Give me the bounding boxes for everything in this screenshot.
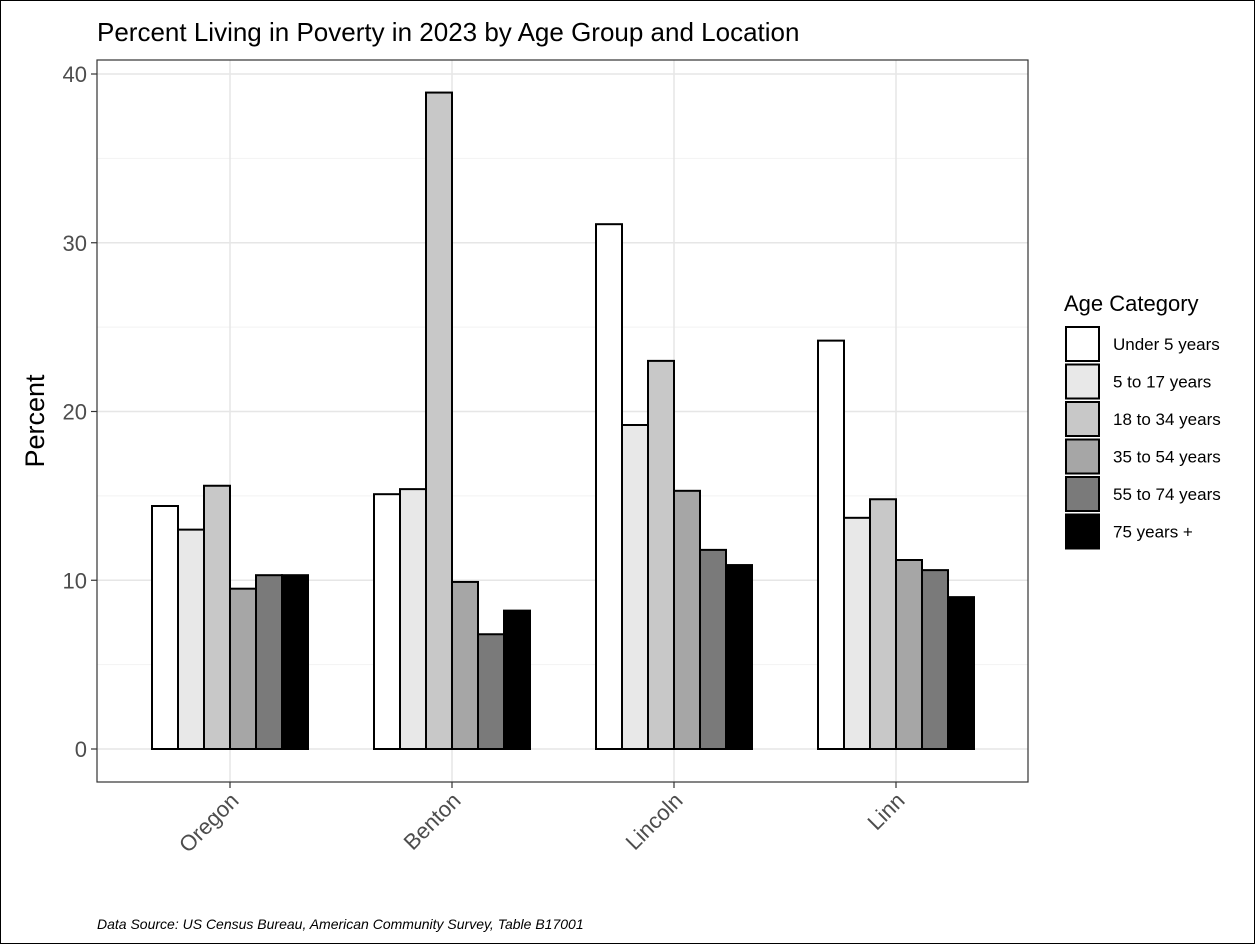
legend-key <box>1065 513 1100 550</box>
legend: Age Category Under 5 years 5 to 17 years 1… <box>1064 291 1221 550</box>
legend-label: 55 to 74 years <box>1113 485 1221 504</box>
bar-oregon-5 <box>281 574 309 750</box>
y-tick-label: 0 <box>75 737 87 762</box>
legend-label: 35 to 54 years <box>1113 448 1221 467</box>
legend-key <box>1065 401 1100 437</box>
bar-benton-4 <box>477 633 505 750</box>
legend-key <box>1065 363 1100 400</box>
bar-linn-2 <box>869 498 897 750</box>
legend-label: Under 5 years <box>1113 335 1220 354</box>
bar-oregon-0 <box>151 505 179 750</box>
bar-linn-3 <box>895 559 923 750</box>
x-tick-label: Benton <box>399 788 466 855</box>
y-axis-label: Percent <box>20 374 50 468</box>
bar-lincoln-2 <box>647 359 675 750</box>
y-axis: 0 10 20 30 40 <box>63 62 97 762</box>
x-tick-label: Linn <box>862 788 909 835</box>
legend-title: Age Category <box>1064 291 1199 316</box>
legend-label: 75 years + <box>1113 523 1193 542</box>
plot-panel-border <box>96 59 1029 783</box>
legend-label: 18 to 34 years <box>1113 410 1221 429</box>
bar-oregon-3 <box>229 587 257 750</box>
bar-oregon-4 <box>255 574 283 750</box>
data-source-caption: Data Source: US Census Bureau, American … <box>97 916 584 932</box>
legend-key <box>1065 326 1100 362</box>
bar-linn-4 <box>921 569 949 750</box>
y-tick-label: 30 <box>63 231 87 256</box>
bar-oregon-1 <box>177 528 205 750</box>
bar-lincoln-0 <box>595 223 623 750</box>
legend-label: 5 to 17 years <box>1113 373 1211 392</box>
x-tick-label: Lincoln <box>621 788 688 855</box>
legend-key <box>1065 476 1100 512</box>
bar-lincoln-1 <box>621 424 649 750</box>
bar-lincoln-4 <box>699 548 727 750</box>
y-tick-label: 20 <box>63 400 87 425</box>
bar-benton-3 <box>451 580 479 750</box>
y-tick-label: 40 <box>63 62 87 87</box>
bar-lincoln-3 <box>673 489 701 750</box>
bar-linn-1 <box>843 516 871 750</box>
bar-oregon-2 <box>203 484 231 750</box>
y-tick-label: 10 <box>63 568 87 593</box>
bars <box>151 91 975 750</box>
bar-linn-5 <box>947 596 975 750</box>
x-tick-label: Oregon <box>174 788 244 858</box>
bar-benton-2 <box>425 91 453 750</box>
x-axis: Oregon Benton Lincoln Linn <box>174 782 910 857</box>
bar-benton-0 <box>373 493 401 750</box>
bar-linn-0 <box>817 339 845 750</box>
legend-key <box>1065 438 1100 475</box>
bar-benton-1 <box>399 488 427 750</box>
bar-lincoln-5 <box>725 564 753 750</box>
bar-benton-5 <box>503 609 531 750</box>
chart-title: Percent Living in Poverty in 2023 by Age… <box>97 17 799 47</box>
